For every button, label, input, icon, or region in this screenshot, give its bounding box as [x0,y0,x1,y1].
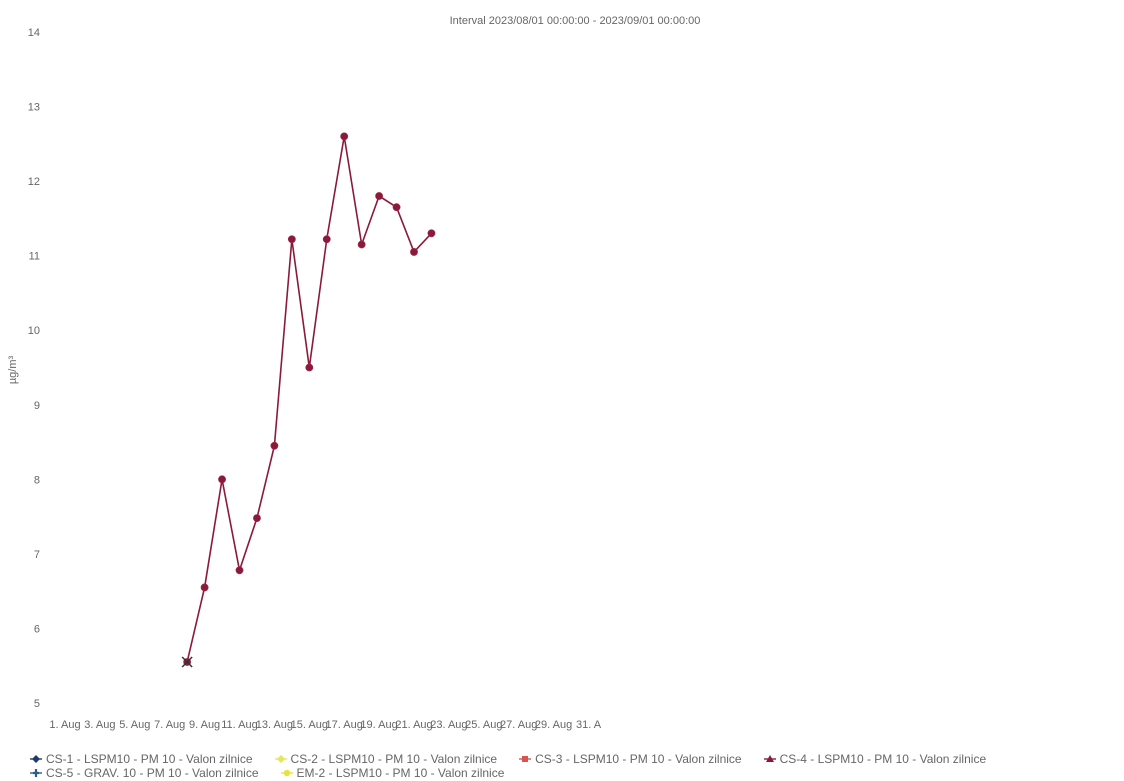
series-point [270,441,279,450]
y-tick-label: 6 [34,623,40,635]
series-point [410,248,418,256]
x-tick-label: 25. Aug [465,719,502,731]
legend-item[interactable]: CS-3 - LSPM10 - PM 10 - Valon zilnice [519,752,742,766]
legend-label: CS-5 - GRAV. 10 - PM 10 - Valon zilnice [46,766,259,780]
series-point [305,363,314,372]
y-tick-label: 9 [34,400,40,412]
legend-label: CS-2 - LSPM10 - PM 10 - Valon zilnice [290,752,498,766]
legend-row: CS-1 - LSPM10 - PM 10 - Valon zilnice CS-… [30,752,1120,766]
legend-item[interactable]: CS-1 - LSPM10 - PM 10 - Valon zilnice [30,752,253,766]
series-point [218,475,226,484]
series-point [392,203,401,212]
legend-item[interactable]: EM-2 - LSPM10 - PM 10 - Valon zilnice [280,766,505,780]
series-point [235,566,244,575]
series-point [200,583,209,592]
legend-item[interactable]: CS-4 - LSPM10 - PM 10 - Valon zilnice [763,752,987,766]
y-axis-label: µg/m³ [7,355,19,384]
series-point [322,235,331,244]
y-tick-label: 5 [34,698,40,710]
series-point [287,235,296,244]
y-tick-label: 12 [28,176,40,188]
x-tick-label: 19. Aug [360,719,397,731]
y-tick-label: 11 [29,251,40,263]
series-line [186,135,433,663]
x-tick-label: 5. Aug [119,719,150,731]
x-tick-label: 13. Aug [256,719,293,731]
line-chart: Interval 2023/08/01 00:00:00 - 2023/09/0… [7,15,701,731]
x-tick-label: 29. Aug [535,719,572,731]
legend-label: CS-1 - LSPM10 - PM 10 - Valon zilnice [46,752,253,766]
x-tick-label: 7. Aug [154,719,185,731]
legend-item[interactable]: CS-5 - GRAV. 10 - PM 10 - Valon zilnice [30,766,259,780]
series-point [375,192,383,200]
series-point-x [181,656,193,668]
legend-label: CS-3 - LSPM10 - PM 10 - Valon zilnice [535,752,742,766]
x-tick-label: 21. Aug [395,719,432,731]
y-tick-label: 10 [28,325,40,337]
x-tick-label: 31. A [576,719,602,731]
square-icon [519,754,532,764]
legend: CS-1 - LSPM10 - PM 10 - Valon zilnice CS-… [30,752,1120,780]
y-tick-label: 8 [34,474,40,486]
x-tick-label: 23. Aug [430,719,467,731]
series-point [357,240,366,249]
diamond-icon [30,754,42,764]
x-tick-label: 11. Aug [221,719,258,731]
triangle-icon [763,754,776,764]
y-tick-label: 7 [34,549,40,561]
legend-row: CS-5 - GRAV. 10 - PM 10 - Valon zilnice E… [30,766,1120,780]
diamond-icon [274,754,287,764]
x-tick-label: 1. Aug [49,719,80,731]
series-point [427,229,436,238]
x-tick-label: 9. Aug [189,719,220,731]
legend-item[interactable]: CS-2 - LSPM10 - PM 10 - Valon zilnice [274,752,498,766]
legend-label: EM-2 - LSPM10 - PM 10 - Valon zilnice [296,766,505,780]
x-tick-label: 27. Aug [500,719,537,731]
circle-icon [280,768,293,778]
series-point [253,514,261,523]
y-tick-label: 13 [28,102,40,114]
cross-icon [30,768,42,778]
y-tick-label: 14 [28,27,40,39]
series-point [340,132,349,141]
x-tick-label: 17. Aug [326,719,363,731]
x-tick-label: 3. Aug [84,719,115,731]
legend-label: CS-4 - LSPM10 - PM 10 - Valon zilnice [779,752,987,766]
x-tick-label: 15. Aug [291,719,328,731]
chart-title: Interval 2023/08/01 00:00:00 - 2023/09/0… [450,15,701,27]
